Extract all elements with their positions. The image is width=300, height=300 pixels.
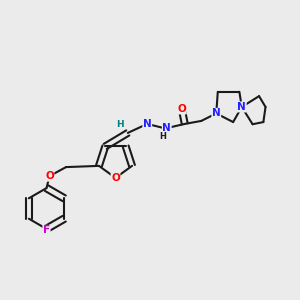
Text: H: H	[159, 132, 166, 141]
Text: O: O	[45, 171, 54, 181]
Text: F: F	[43, 225, 50, 236]
Text: H: H	[116, 120, 124, 129]
Text: N: N	[237, 102, 246, 112]
Text: O: O	[177, 104, 186, 114]
Text: O: O	[111, 173, 120, 183]
Text: N: N	[212, 108, 220, 118]
Text: N: N	[143, 119, 152, 129]
Text: N: N	[162, 123, 171, 134]
